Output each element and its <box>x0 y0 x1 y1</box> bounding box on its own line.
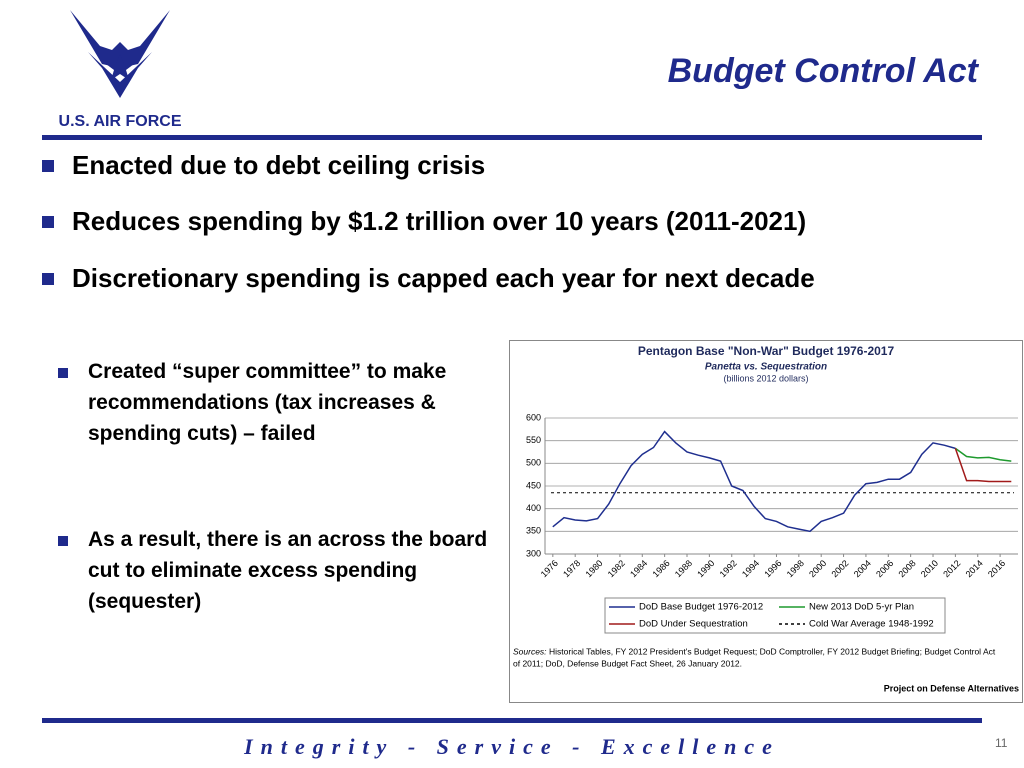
sub-bullet-icon <box>58 536 68 546</box>
legend-label: Cold War Average 1948-1992 <box>809 619 934 630</box>
slide-title: Budget Control Act <box>667 52 978 90</box>
y-tick-label: 600 <box>526 412 541 422</box>
bullet-icon <box>42 216 54 228</box>
chart-subtitle: Panetta vs. Sequestration <box>705 362 827 373</box>
logo-text: U.S. AIR FORCE <box>59 113 182 130</box>
sub-bullet: As a result, there is an across the boar… <box>88 528 488 613</box>
y-tick-label: 500 <box>526 458 541 468</box>
bullet: Enacted due to debt ceiling crisis <box>72 150 486 180</box>
sources: of 2011; DoD, Defense Budget Fact Sheet,… <box>513 658 742 668</box>
bullet-icon <box>42 273 54 285</box>
series-line <box>552 430 956 533</box>
sources: Historical Tables, FY 2012 President's B… <box>549 646 996 656</box>
chart-frame <box>509 340 1023 703</box>
bullet-icon <box>42 160 54 172</box>
series-line <box>954 448 1012 483</box>
top-rule <box>42 135 982 140</box>
sub-bullet-icon <box>58 368 68 378</box>
y-tick-label: 300 <box>526 548 541 558</box>
bullet: Discretionary spending is capped each ye… <box>72 263 815 293</box>
motto: Integrity - Service - Excellence <box>244 734 780 759</box>
bottom-rule <box>42 718 982 723</box>
y-tick-label: 350 <box>526 526 541 536</box>
logo: U.S. AIR FORCE <box>59 10 182 130</box>
legend-label: New 2013 DoD 5-yr Plan <box>809 602 914 613</box>
legend-label: DoD Base Budget 1976-2012 <box>639 602 763 613</box>
bullet: Reduces spending by $1.2 trillion over 1… <box>72 206 807 236</box>
chart-title: Pentagon Base "Non-War" Budget 1976-2017 <box>638 344 895 358</box>
series-line <box>954 447 1012 462</box>
legend-frame <box>604 597 946 634</box>
sub-bullet: Created “super committee” to make recomm… <box>88 360 447 445</box>
legend-label: DoD Under Sequestration <box>639 619 748 630</box>
page-number: 11 <box>995 736 1008 750</box>
y-axis-label: (billions 2012 dollars) <box>723 373 808 383</box>
credit: Project on Defense Alternatives <box>884 683 1019 693</box>
sources-label: Sources: <box>513 646 547 656</box>
y-tick-label: 450 <box>526 480 541 490</box>
y-tick-label: 550 <box>526 435 541 445</box>
chart: Pentagon Base "Non-War" Budget 1976-2017… <box>509 340 1023 703</box>
y-tick-label: 400 <box>526 503 541 513</box>
